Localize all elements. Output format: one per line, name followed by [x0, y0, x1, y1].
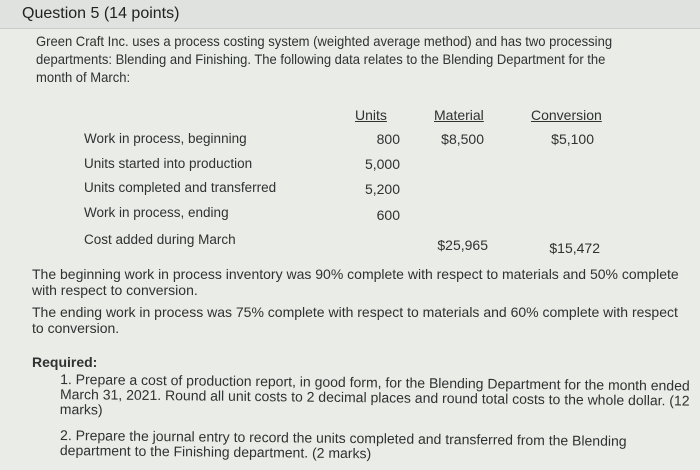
cell-units: 5,000	[364, 156, 400, 172]
intro-text: Green Craft Inc. uses a process costing …	[36, 33, 613, 85]
cell-units: 800	[376, 131, 400, 147]
question-number: Question 5	[22, 5, 100, 22]
cell-units: 5,200	[364, 181, 400, 197]
required-item: 1. Prepare a cost of production report, …	[59, 371, 690, 418]
row-label: Work in process, beginning	[84, 131, 247, 146]
question-header-bar	[0, 0, 700, 29]
row-label: Units completed and transferred	[84, 180, 277, 195]
cell-conversion: $5,100	[551, 131, 594, 147]
cell-material: $8,500	[441, 131, 484, 147]
header-units: Units	[355, 107, 387, 123]
required-heading: Required:	[32, 354, 98, 370]
cell-units: 600	[376, 207, 400, 223]
header-material: Material	[434, 107, 484, 123]
cell-conversion: $15,472	[549, 240, 600, 256]
note-ending-wip: The ending work in process was 75% compl…	[32, 304, 678, 336]
required-item: 2. Prepare the journal entry to record t…	[59, 427, 627, 462]
question-points: (14 points)	[103, 5, 180, 22]
row-label: Work in process, ending	[84, 205, 229, 220]
note-beginning-wip: The beginning work in process inventory …	[32, 266, 679, 298]
question-title: Question 5 (14 points)	[22, 5, 179, 23]
cell-material: $25,965	[437, 237, 488, 253]
header-conversion: Conversion	[531, 107, 602, 123]
row-label: Units started into production	[84, 156, 253, 171]
row-label: Cost added during March	[84, 232, 236, 247]
